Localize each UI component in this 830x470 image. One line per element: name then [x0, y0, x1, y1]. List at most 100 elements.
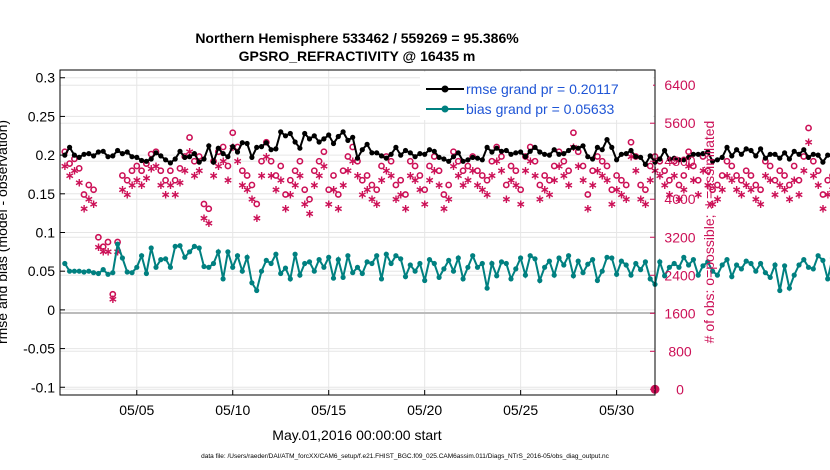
assimilated-obs-point: ∗ [156, 178, 166, 192]
bias-point [618, 258, 625, 264]
bias-point [302, 260, 308, 267]
bias-point [498, 259, 505, 265]
bias-point [201, 263, 207, 270]
assimilated-obs-point: ∗ [592, 164, 602, 178]
rmse-point [594, 144, 601, 150]
possible-obs-point [742, 167, 750, 175]
rmse-point [599, 147, 605, 153]
assimilated-obs-point: ∗ [712, 192, 722, 206]
rmse-point [748, 147, 754, 154]
rmse-point [758, 146, 764, 152]
possible-obs-point [565, 167, 573, 175]
rmse-point [210, 159, 217, 165]
possible-obs-point [406, 157, 414, 165]
rmse-point [110, 153, 116, 159]
possible-obs-point [689, 162, 697, 170]
bias-point [594, 277, 601, 284]
rmse-point [662, 147, 668, 154]
rmse-point [239, 140, 245, 146]
possible-obs-point [627, 138, 635, 146]
assimilated-obs-point: ∗ [300, 197, 310, 211]
right-tick-label: 3200 [664, 229, 695, 245]
rmse-point [302, 130, 308, 137]
rmse-point [734, 147, 740, 153]
bias-point [561, 262, 567, 268]
legend-rmse-label: rmse grand pr = 0.20117 [466, 81, 619, 97]
possible-obs-point [713, 181, 721, 189]
obs-count-series: ∗∗∗∗∗∗∗∗∗∗∗∗∗∗∗∗∗∗∗∗∗∗∗∗∗∗∗∗∗∗∗∗∗∗∗∗∗∗∗∗… [60, 124, 830, 394]
assimilated-obs-point: ∗ [573, 159, 583, 173]
possible-obs-point [109, 290, 117, 298]
assimilated-obs-point: ∗ [434, 178, 444, 192]
left-tick-label: -0.05 [23, 341, 55, 357]
x-tick-label: 05/15 [311, 402, 346, 418]
right-tick-label: 1600 [664, 305, 695, 321]
possible-obs-point [757, 186, 764, 194]
bias-point [484, 285, 490, 291]
bias-point [172, 243, 178, 249]
assimilated-obs-point: ∗ [108, 292, 118, 306]
assimilated-obs-point: ∗ [213, 159, 223, 173]
assimilated-obs-point: ∗ [429, 164, 439, 178]
assimilated-obs-point: ∗ [794, 187, 804, 201]
rmse-point [388, 151, 394, 157]
possible-obs-point [238, 167, 246, 175]
possible-obs-point [809, 157, 817, 165]
possible-obs-point [685, 148, 692, 156]
bias-point [489, 260, 495, 267]
rmse-point [642, 161, 649, 167]
assimilated-obs-point: ∗ [511, 178, 521, 192]
bias-point [196, 245, 202, 251]
rmse-point [412, 154, 418, 160]
bias-point [743, 258, 749, 264]
bias-point [681, 254, 687, 260]
possible-obs-point [507, 162, 515, 170]
possible-obs-point [66, 160, 73, 168]
rmse-point [326, 132, 332, 138]
rmse-point [686, 154, 692, 160]
rmse-point [225, 154, 231, 160]
legend-box [420, 72, 653, 120]
bias-point [566, 253, 572, 259]
rmse-point [340, 129, 346, 135]
possible-obs-point [474, 167, 481, 175]
possible-obs-point [766, 162, 774, 170]
x-tick-label: 05/10 [215, 402, 250, 418]
bias-point [796, 262, 802, 268]
rmse-point [119, 151, 125, 157]
rmse-point [383, 155, 389, 161]
assimilated-obs-point: ∗ [276, 173, 286, 187]
rmse-point [359, 147, 365, 153]
rmse-point [801, 147, 807, 153]
bias-point [177, 243, 183, 249]
rmse-point [335, 133, 341, 140]
rmse-point [561, 151, 567, 157]
assimilated-obs-point: ∗ [400, 202, 410, 216]
rmse-point [263, 140, 269, 146]
rmse-point [527, 148, 533, 154]
bias-point [345, 253, 351, 259]
x-axis-ticks: 05/05 05/10 05/15 05/20 05/25 05/30 [119, 390, 634, 418]
assimilated-obs-point: ∗ [535, 192, 545, 206]
possible-obs-point [301, 186, 309, 194]
possible-obs-point [162, 176, 169, 184]
rmse-point [460, 158, 466, 164]
rmse-point [369, 150, 375, 156]
bias-point [580, 270, 586, 276]
bias-point [628, 272, 634, 278]
assimilated-obs-point: ∗ [684, 159, 694, 173]
right-tick-label: 2400 [664, 267, 695, 283]
rmse-point [249, 154, 255, 160]
rmse-point [628, 147, 634, 154]
assimilated-obs-point: ∗ [266, 168, 276, 182]
possible-obs-point [94, 233, 102, 241]
possible-obs-point [675, 181, 683, 189]
left-axis-label: rmse and bias (model - observation) [0, 120, 10, 344]
bias-point [119, 255, 125, 261]
possible-obs-point [85, 181, 93, 189]
rmse-point [297, 145, 303, 151]
bias-point [297, 272, 303, 278]
assimilated-obs-point: ∗ [204, 216, 214, 230]
assimilated-obs-point: ∗ [501, 192, 511, 206]
bias-point [273, 251, 279, 257]
